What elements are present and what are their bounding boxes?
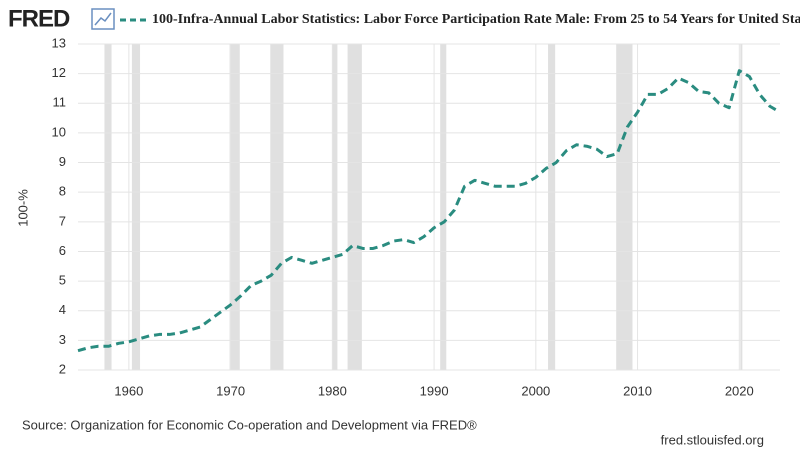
recession-band <box>104 44 112 370</box>
x-tick-label: 1990 <box>420 383 449 398</box>
x-tick-label: 2000 <box>521 383 550 398</box>
y-tick-label: 12 <box>52 65 66 80</box>
recession-band <box>347 44 362 370</box>
x-tick-label: 2020 <box>725 383 754 398</box>
x-tick-label: 1960 <box>114 383 143 398</box>
y-tick-label: 9 <box>59 154 66 169</box>
y-tick-label: 6 <box>59 243 66 258</box>
recession-band <box>740 44 743 370</box>
recession-band <box>332 44 338 370</box>
y-tick-label: 3 <box>59 332 66 347</box>
y-tick-label: 7 <box>59 213 66 228</box>
recession-band <box>548 44 556 370</box>
y-tick-label: 8 <box>59 184 66 199</box>
y-tick-label: 13 <box>52 35 66 50</box>
x-tick-label: 1970 <box>216 383 245 398</box>
x-tick-label: 2010 <box>623 383 652 398</box>
chart-title: 100-Infra-Annual Labor Statistics: Labor… <box>152 12 800 27</box>
y-tick-label: 5 <box>59 273 66 288</box>
y-tick-label: 11 <box>53 95 67 110</box>
x-tick-label: 1980 <box>318 383 347 398</box>
recession-band <box>229 44 240 370</box>
y-tick-label: 4 <box>59 302 66 317</box>
recession-band <box>270 44 284 370</box>
logo-icon <box>91 8 115 30</box>
series-line <box>77 69 781 353</box>
site: fred.stlouisfed.org <box>661 432 764 447</box>
y-tick-label: 10 <box>52 124 66 139</box>
y-tick-label: 2 <box>59 361 66 376</box>
recession-band <box>131 44 141 370</box>
y-axis-label: 100-% <box>15 189 30 227</box>
source: Source: Organization for Economic Co-ope… <box>22 417 477 432</box>
logo: FRED <box>8 5 70 32</box>
recession-band <box>440 44 447 370</box>
recession-band <box>616 44 633 370</box>
